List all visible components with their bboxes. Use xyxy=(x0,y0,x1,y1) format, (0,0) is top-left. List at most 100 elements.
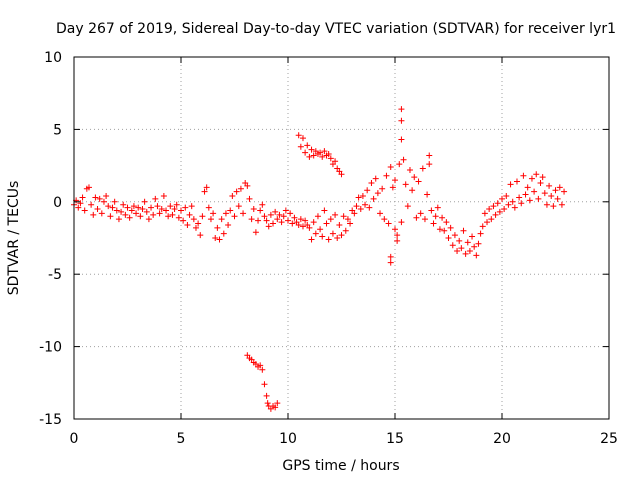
data-point xyxy=(535,195,542,202)
data-point xyxy=(398,117,405,124)
y-tick-label: -10 xyxy=(39,340,62,356)
data-point xyxy=(364,187,371,194)
data-point xyxy=(464,239,471,246)
data-point xyxy=(88,201,95,208)
data-point xyxy=(409,187,416,194)
y-tick-label: 0 xyxy=(53,195,62,211)
data-point xyxy=(79,194,86,201)
data-point xyxy=(466,248,473,255)
data-point xyxy=(287,210,294,217)
data-point xyxy=(507,181,514,188)
data-point xyxy=(319,153,326,160)
data-point xyxy=(319,233,326,240)
x-tick-label: 15 xyxy=(386,431,404,447)
data-point xyxy=(190,216,197,223)
data-point xyxy=(372,175,379,182)
data-point xyxy=(139,206,146,213)
data-point xyxy=(133,210,140,217)
data-point xyxy=(203,184,210,191)
data-point xyxy=(261,213,268,220)
data-point xyxy=(543,201,550,208)
data-point xyxy=(332,158,339,165)
data-point xyxy=(225,221,232,228)
data-point xyxy=(235,203,242,210)
data-point xyxy=(558,201,565,208)
data-point xyxy=(432,213,439,220)
data-point xyxy=(321,148,328,155)
data-point xyxy=(267,211,274,218)
data-point xyxy=(90,211,97,218)
tick-labels: 0 5 10 15 20 25 -15 -10 -5 0 5 10 xyxy=(39,50,618,447)
data-point xyxy=(120,201,127,208)
data-point xyxy=(135,204,142,211)
plot-frame xyxy=(73,56,610,420)
data-point xyxy=(111,198,118,205)
series-lower-branch xyxy=(244,352,281,412)
data-point xyxy=(323,220,330,227)
data-point xyxy=(199,213,206,220)
data-point xyxy=(362,201,369,208)
data-point xyxy=(261,381,268,388)
data-point xyxy=(264,400,271,407)
data-point xyxy=(233,188,240,195)
data-point xyxy=(490,203,497,210)
data-point xyxy=(192,224,199,231)
data-point xyxy=(92,194,99,201)
data-point xyxy=(451,232,458,239)
data-point xyxy=(421,216,428,223)
data-point xyxy=(462,250,469,257)
series-outliers xyxy=(387,106,433,266)
data-point xyxy=(366,204,373,211)
y-tick-label: -5 xyxy=(48,267,62,283)
data-point xyxy=(180,217,187,224)
data-point xyxy=(441,227,448,234)
data-point xyxy=(270,220,277,227)
data-point xyxy=(178,207,184,214)
data-point xyxy=(145,216,152,223)
data-point xyxy=(531,188,538,195)
data-point xyxy=(156,210,163,217)
data-point xyxy=(141,198,148,205)
data-point xyxy=(396,161,403,168)
axis-ticks xyxy=(73,56,610,420)
data-point xyxy=(272,404,279,411)
data-point xyxy=(417,210,424,217)
data-point xyxy=(402,181,409,188)
data-point xyxy=(520,172,527,179)
x-axis-label: GPS time / hours xyxy=(282,458,399,474)
y-axis-label: SDTVAR / TECUs xyxy=(6,181,22,296)
data-point xyxy=(383,172,390,179)
data-point xyxy=(302,149,309,156)
data-point xyxy=(415,178,422,185)
data-point xyxy=(263,217,270,224)
data-point xyxy=(150,211,157,218)
data-point xyxy=(250,206,257,213)
data-point xyxy=(148,204,155,211)
data-point xyxy=(505,201,512,208)
data-point xyxy=(359,193,366,200)
data-point xyxy=(516,194,523,201)
data-point xyxy=(94,206,101,213)
data-point xyxy=(274,400,281,407)
data-point xyxy=(379,185,386,192)
data-point xyxy=(308,236,315,243)
data-point xyxy=(255,217,262,224)
data-point xyxy=(137,213,144,220)
data-point xyxy=(471,243,478,250)
data-point xyxy=(214,224,221,231)
data-point xyxy=(220,230,227,237)
data-point xyxy=(449,242,456,249)
data-point xyxy=(312,230,319,237)
data-point xyxy=(212,235,219,241)
data-point xyxy=(413,214,420,221)
data-point xyxy=(257,207,264,214)
data-point xyxy=(317,149,324,156)
data-point xyxy=(473,252,480,259)
data-point xyxy=(128,207,135,214)
data-point xyxy=(182,204,189,211)
data-point xyxy=(501,206,508,213)
x-tick-label: 25 xyxy=(600,431,618,447)
data-point xyxy=(285,217,291,224)
data-point xyxy=(406,166,413,173)
